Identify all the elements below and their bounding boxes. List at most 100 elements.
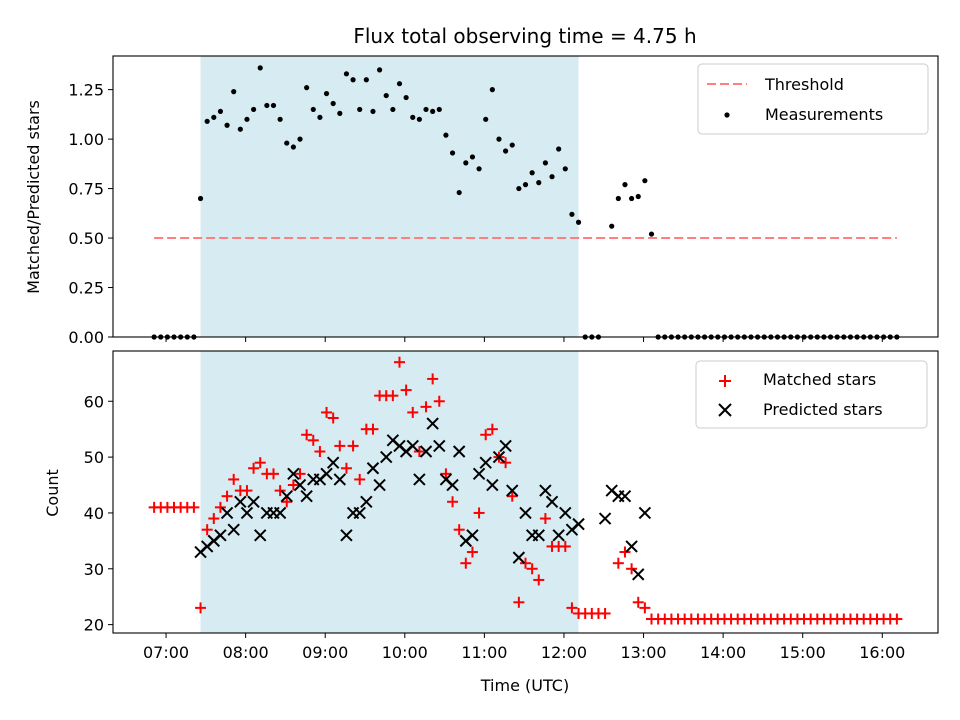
matched-star-point [241,485,253,497]
predicted-star-point [280,489,293,503]
measurement-point [224,122,230,128]
predicted-star-point [273,506,287,520]
measurement-point [343,71,350,77]
measurement-point [323,90,330,97]
bottom-y-tick-label: 30 [84,560,104,579]
predicted-star-point [300,489,313,503]
measurement-point [642,178,648,184]
matched-star-point [407,406,419,418]
matched-star-point [287,479,299,491]
measurement-point [277,116,283,122]
bottom-y-ticks: 20 30 40 50 60 [84,392,113,635]
measurement-point [622,182,628,188]
bottom-legend-box [695,360,928,429]
predicted-star-point [433,439,446,453]
top-y-tick-label: 0.00 [68,328,104,347]
measurement-point [536,180,542,186]
matched-star-point [533,574,545,586]
x-tick-label: 10:00 [382,643,428,662]
matched-star-point [526,563,538,575]
matched-star-point [453,524,465,536]
matched-star-point [400,384,412,396]
measurement-point [383,92,389,99]
measurement-point [204,118,210,124]
measurement-point [436,106,442,113]
measurement-point [330,100,336,107]
measurement-point [244,116,250,122]
measurement-point [197,195,204,202]
predicted-star-point [519,506,532,520]
measurement-point [390,106,396,113]
predicted-star-point [214,529,227,542]
measurement-point [284,140,290,146]
matched-star-point [301,429,313,441]
x-tick-label: 13:00 [620,643,666,662]
predicted-star-point [360,495,373,508]
measurement-point [257,65,263,71]
bottom-y-tick-label: 60 [84,392,104,411]
matched-star-point [612,557,624,569]
predicted-star-point [446,478,459,492]
bottom-plot: 20 30 40 50 60 07:00 08:00 09:00 10:00 11:00 12:0… [43,350,939,695]
x-tick-label: 07:00 [143,643,189,662]
x-tick-label: 11:00 [461,643,507,662]
measurement-point [562,166,568,172]
measurement-point [403,94,409,101]
top-y-ticks: 0.00 0.25 0.50 0.75 1.00 1.25 [68,81,113,347]
predicted-star-point [353,506,366,520]
matched-star-point [506,490,518,502]
measurement-point [463,160,469,166]
predicted-star-point [227,523,240,536]
predicted-star-point [287,467,300,481]
measurement-point [556,146,562,152]
predicted-star-point [539,484,552,497]
predicted-star-point [618,489,632,503]
predicted-star-point [373,478,386,492]
measurement-point [416,116,422,122]
matched-star-point [473,507,485,519]
bottom-y-axis-label: Count [43,469,62,517]
matched-star-point [626,563,638,575]
top-legend: Threshold Measurements [697,63,929,135]
matched-star-point [500,457,512,469]
predicted-star-point [340,529,353,542]
matched-star-point [195,602,207,614]
measurement-point [304,85,310,91]
measurement-point [489,87,495,93]
top-y-tick-label: 1.00 [68,130,104,149]
bottom-axes-frame [112,350,939,634]
predicted-star-point [234,495,247,508]
matched-star-point [228,473,240,485]
predicted-star-point [452,445,466,458]
matched-star-point [891,613,903,625]
top-y-tick-label: 1.25 [68,81,104,100]
matched-star-point [393,356,405,368]
measurement-point [357,106,363,113]
top-measurement-points [151,65,900,340]
predicted-star-point [486,478,499,492]
measurement-point [635,193,641,200]
predicted-star-point [512,551,526,564]
predicted-star-point [254,529,267,542]
predicted-star-point [598,512,612,525]
predicted-star-point [466,529,479,542]
x-tick-label: 14:00 [700,643,746,662]
matched-star-point [639,602,651,614]
predicted-star-point [320,467,333,481]
predicted-star-point [247,495,260,508]
measurement-point [410,114,416,120]
bottom-legend: Matched stars Predicted stars [695,360,928,429]
matched-star-point [214,501,226,513]
measurement-point [609,223,615,229]
x-tick-label: 15:00 [780,643,826,662]
measurement-point [290,144,296,150]
predicted-star-point [559,506,572,520]
matched-star-point [440,468,452,480]
matched-star-point [254,457,266,469]
bottom-y-tick-label: 50 [84,448,104,467]
top-observing-window [200,56,579,337]
predicted-star-point [552,529,565,542]
top-y-axis-label: Matched/Predicted stars [24,100,43,294]
matched-star-point [520,557,531,569]
matched-star-point [466,546,478,558]
